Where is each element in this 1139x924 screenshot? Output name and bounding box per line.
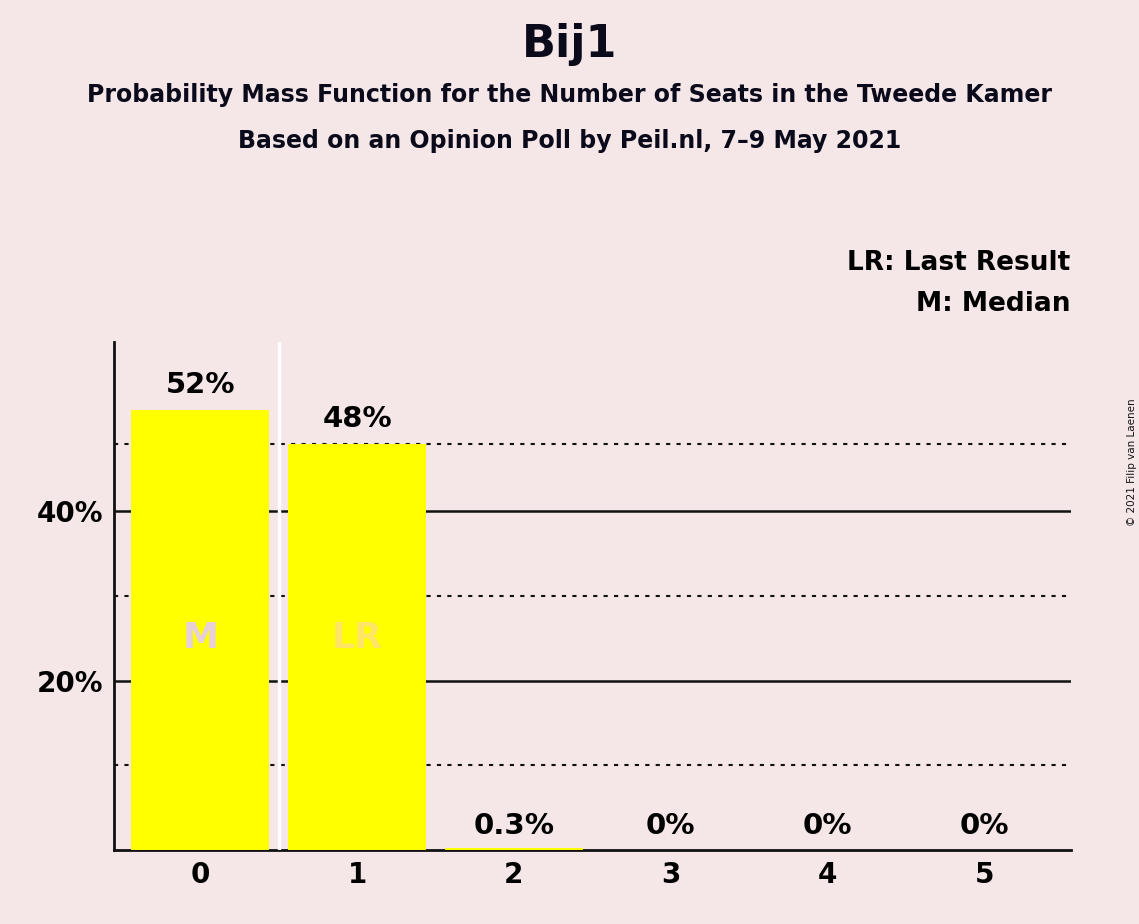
Bar	[445, 847, 583, 850]
Text: © 2021 Filip van Laenen: © 2021 Filip van Laenen	[1126, 398, 1137, 526]
Bar	[131, 409, 269, 850]
Text: Probability Mass Function for the Number of Seats in the Tweede Kamer: Probability Mass Function for the Number…	[87, 83, 1052, 107]
Text: M: M	[182, 621, 219, 655]
Text: 0%: 0%	[803, 812, 852, 840]
Text: Bij1: Bij1	[522, 23, 617, 67]
Text: LR: LR	[331, 621, 383, 655]
Text: 52%: 52%	[165, 371, 235, 399]
Bar	[288, 444, 426, 850]
Text: 0.3%: 0.3%	[474, 812, 555, 840]
Text: Based on an Opinion Poll by Peil.nl, 7–9 May 2021: Based on an Opinion Poll by Peil.nl, 7–9…	[238, 129, 901, 153]
Text: M: Median: M: Median	[916, 291, 1071, 317]
Text: 0%: 0%	[960, 812, 1009, 840]
Text: 0%: 0%	[646, 812, 696, 840]
Text: 48%: 48%	[322, 406, 392, 433]
Text: LR: Last Result: LR: Last Result	[847, 250, 1071, 276]
